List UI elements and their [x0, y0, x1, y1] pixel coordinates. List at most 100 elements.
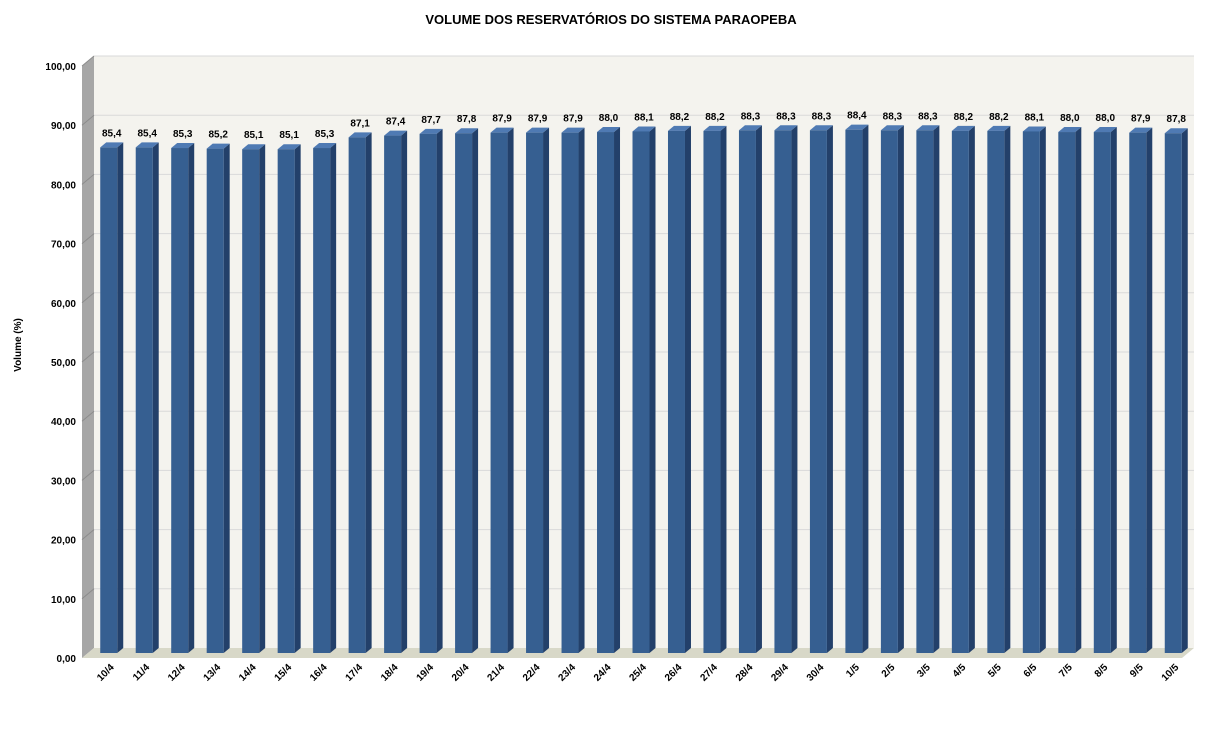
bar [313, 143, 337, 654]
bar-top [1022, 126, 1046, 132]
gridline-side [81, 114, 95, 126]
data-label: 88,4 [847, 111, 867, 122]
bar-side [507, 127, 514, 653]
data-label: 88,2 [989, 112, 1009, 123]
data-label: 87,9 [563, 114, 583, 125]
bar-top [313, 143, 337, 149]
data-label: 88,3 [883, 111, 903, 122]
bars [100, 124, 1188, 654]
bar [667, 125, 691, 653]
chart-title: VOLUME DOS RESERVATÓRIOS DO SISTEMA PARA… [425, 12, 797, 27]
x-tick-label: 12/4 [166, 662, 188, 684]
bar-front [597, 132, 615, 654]
bar-front [277, 149, 295, 653]
x-tick-label: 11/4 [131, 662, 152, 683]
bar-side [1004, 125, 1011, 653]
y-tick-label: 70,00 [51, 240, 76, 251]
bar [348, 132, 372, 654]
data-labels: 85,4 85,4 85,3 85,2 85,1 85,1 85,3 87,1 87,4 87,7… [102, 111, 1186, 142]
bar-side [968, 125, 975, 653]
bar-side [294, 144, 301, 653]
bar-side [543, 127, 550, 653]
bar-side [649, 126, 656, 653]
x-tick-label: 10/4 [95, 662, 117, 684]
bar-top [667, 125, 691, 131]
bar-top [1129, 127, 1153, 133]
bar [242, 144, 266, 653]
bar-top [597, 127, 621, 133]
bar [526, 127, 550, 653]
bar [809, 125, 833, 654]
bar [774, 125, 798, 654]
bar-side [1146, 127, 1153, 653]
bar-top [845, 124, 869, 130]
bar-side [472, 128, 479, 653]
y-tick-label: 100,00 [45, 62, 76, 73]
gridline-side [81, 174, 95, 185]
bar [277, 144, 301, 653]
bar-front [348, 137, 366, 654]
bar [951, 125, 975, 653]
data-label: 85,2 [208, 130, 228, 141]
x-tick-label: 4/5 [951, 662, 969, 680]
bar-top [561, 127, 585, 133]
y-tick-label: 10,00 [51, 595, 76, 606]
data-label: 88,3 [918, 111, 938, 122]
data-label: 88,2 [705, 112, 725, 123]
bar-top [703, 125, 727, 131]
y-tick-label: 60,00 [51, 299, 76, 310]
bar-top [419, 128, 443, 134]
y-tick-label: 30,00 [51, 476, 76, 487]
y-tick-label: 80,00 [51, 180, 76, 191]
bar [597, 127, 621, 654]
y-axis-title: Volume (%) [13, 318, 24, 372]
bar-top [242, 144, 266, 150]
bar-front [916, 130, 934, 653]
y-tick-label: 50,00 [51, 358, 76, 369]
data-label: 88,0 [1096, 113, 1116, 124]
bar [1022, 126, 1046, 653]
data-label: 88,3 [812, 111, 832, 122]
bar-front [384, 135, 402, 654]
bar-front [667, 130, 685, 653]
x-tick-label: 9/5 [1128, 662, 1146, 680]
bar [100, 142, 124, 653]
bar-top [880, 125, 904, 131]
data-label: 88,2 [954, 112, 974, 123]
bar-front [419, 133, 437, 654]
bar-top [738, 125, 762, 131]
gridline-side [81, 292, 95, 304]
bar-top [277, 144, 301, 150]
x-tick-label: 21/4 [486, 662, 508, 684]
data-label: 85,1 [244, 130, 264, 141]
x-tick-label: 30/4 [805, 662, 827, 684]
bar-top [987, 125, 1011, 131]
x-tick-label: 6/5 [1022, 662, 1040, 680]
gridline-side [81, 55, 95, 67]
data-label: 87,8 [1167, 114, 1187, 125]
bar-front [738, 130, 756, 653]
bar-top [171, 143, 195, 149]
bar-top [455, 128, 479, 134]
bar-top [384, 130, 408, 136]
data-label: 85,1 [279, 130, 299, 141]
bar-side [933, 125, 940, 654]
bar-front [951, 130, 969, 653]
bar-top [100, 142, 124, 148]
data-label: 87,1 [350, 118, 370, 129]
gridline-side [81, 233, 95, 244]
bar-front [880, 130, 898, 653]
bar-side [330, 143, 337, 654]
data-label: 87,8 [457, 114, 477, 125]
bar-side [578, 127, 585, 653]
x-axis-ticks: 10/4 11/4 12/4 13/4 14/4 15/4 16/4 17/4 18/4 19/4… [95, 662, 1181, 684]
data-label: 88,3 [776, 111, 796, 122]
x-tick-label: 19/4 [415, 662, 437, 684]
x-tick-label: 7/5 [1057, 662, 1075, 680]
bar-side [684, 125, 691, 653]
bar-top [206, 143, 230, 149]
x-tick-label: 22/4 [521, 662, 543, 684]
bar-top [1164, 128, 1188, 134]
